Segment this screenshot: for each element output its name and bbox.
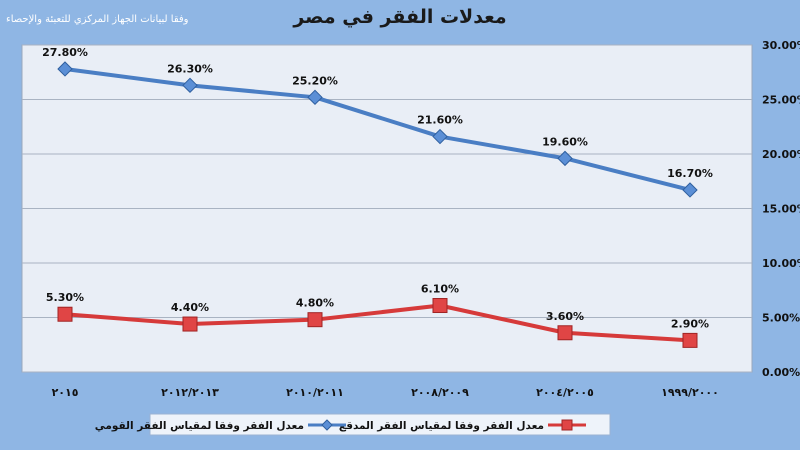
data-point-marker bbox=[682, 182, 698, 198]
data-label: 2.90% bbox=[671, 317, 709, 330]
series-line-2 bbox=[64, 303, 691, 343]
series-line-1 bbox=[64, 66, 691, 192]
legend-marker bbox=[321, 419, 333, 431]
data-label: 3.60% bbox=[546, 310, 584, 323]
data-point-marker bbox=[307, 89, 323, 106]
y-tick-label: 5.00% bbox=[762, 312, 800, 325]
x-tick-label: ٢٠٠٨/٢٠٠٩ bbox=[411, 386, 469, 399]
legend-label: معدل الفقر وفقا لمقياس الفقر القومي bbox=[95, 420, 304, 432]
x-tick-label: ٢٠١٥ bbox=[52, 386, 79, 399]
chart-source-note: وفقا لبيانات الجهاز المركزي للتعبئة والإ… bbox=[6, 14, 189, 25]
x-tick-label: ١٩٩٩/٢٠٠٠ bbox=[661, 386, 719, 399]
legend-marker bbox=[561, 419, 573, 431]
y-tick-label: 15.00% bbox=[762, 203, 800, 216]
data-point-marker bbox=[57, 306, 73, 322]
data-point-marker bbox=[557, 325, 573, 341]
data-point-marker bbox=[182, 316, 198, 332]
data-point-marker bbox=[557, 150, 573, 167]
data-label: 6.10% bbox=[421, 283, 459, 296]
data-label: 27.80% bbox=[42, 46, 88, 59]
x-tick-label: ٢٠١٠/٢٠١١ bbox=[286, 386, 344, 399]
y-tick-label: 0.00% bbox=[762, 366, 800, 379]
y-tick-label: 25.00% bbox=[762, 94, 800, 107]
data-label: 5.30% bbox=[46, 291, 84, 304]
x-tick-label: ٢٠١٢/٢٠١٣ bbox=[161, 386, 219, 399]
legend bbox=[149, 413, 611, 436]
data-point-marker bbox=[682, 332, 698, 348]
y-tick-label: 20.00% bbox=[762, 148, 800, 161]
chart-title: معدلات الفقر في مصر bbox=[293, 6, 507, 28]
y-tick-label: 30.00% bbox=[762, 39, 800, 52]
data-point-marker bbox=[432, 128, 448, 145]
x-tick-label: ٢٠٠٤/٢٠٠٥ bbox=[536, 386, 594, 399]
data-label: 21.60% bbox=[417, 114, 463, 127]
data-label: 26.30% bbox=[167, 62, 213, 75]
data-label: 25.20% bbox=[292, 74, 338, 87]
data-label: 19.60% bbox=[542, 135, 588, 148]
data-point-marker bbox=[57, 61, 73, 77]
y-tick-label: 10.00% bbox=[762, 257, 800, 270]
data-label: 16.70% bbox=[667, 167, 713, 180]
data-point-marker bbox=[307, 312, 323, 328]
data-point-marker bbox=[182, 77, 198, 94]
data-label: 4.40% bbox=[171, 301, 209, 314]
data-label: 4.80% bbox=[296, 297, 334, 310]
legend-label: معدل الفقر وفقا لمقياس الفقر المدقع bbox=[339, 420, 544, 432]
data-point-marker bbox=[432, 298, 448, 314]
